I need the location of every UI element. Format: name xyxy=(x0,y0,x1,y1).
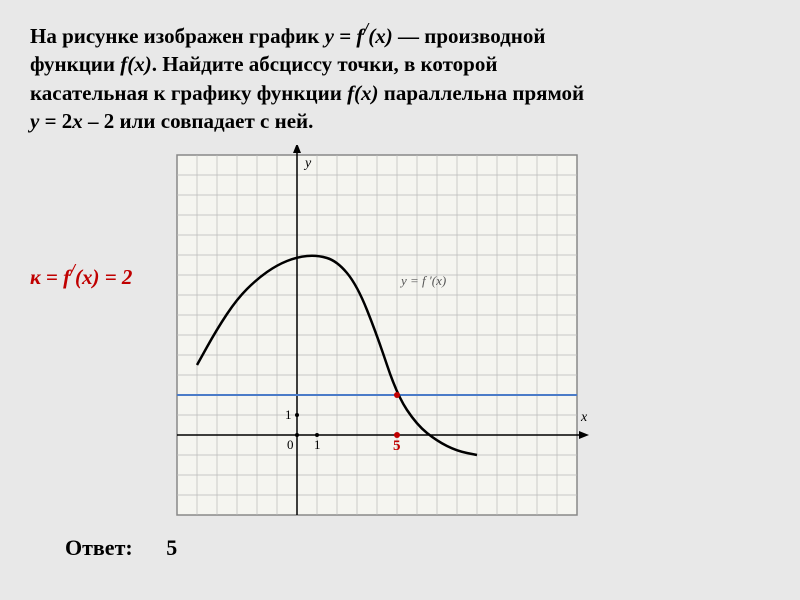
svg-text:1: 1 xyxy=(314,437,321,452)
problem-statement: На рисунке изображен график y = f/(x) — … xyxy=(30,18,770,135)
answer-label: Ответ: xyxy=(65,535,133,560)
svg-text:0: 0 xyxy=(287,437,294,452)
svg-text:1: 1 xyxy=(285,407,292,422)
svg-text:5: 5 xyxy=(393,438,401,454)
answer: Ответ: 5 xyxy=(30,535,770,561)
chart: 0 1 1 x y y = f ′(x) 5 xyxy=(162,145,592,525)
formula-k: к = f/(x) = 2 xyxy=(30,260,132,290)
svg-text:x: x xyxy=(580,410,588,425)
answer-value: 5 xyxy=(166,535,177,560)
svg-text:y = f ′(x): y = f ′(x) xyxy=(399,273,446,288)
svg-text:y: y xyxy=(303,156,312,171)
